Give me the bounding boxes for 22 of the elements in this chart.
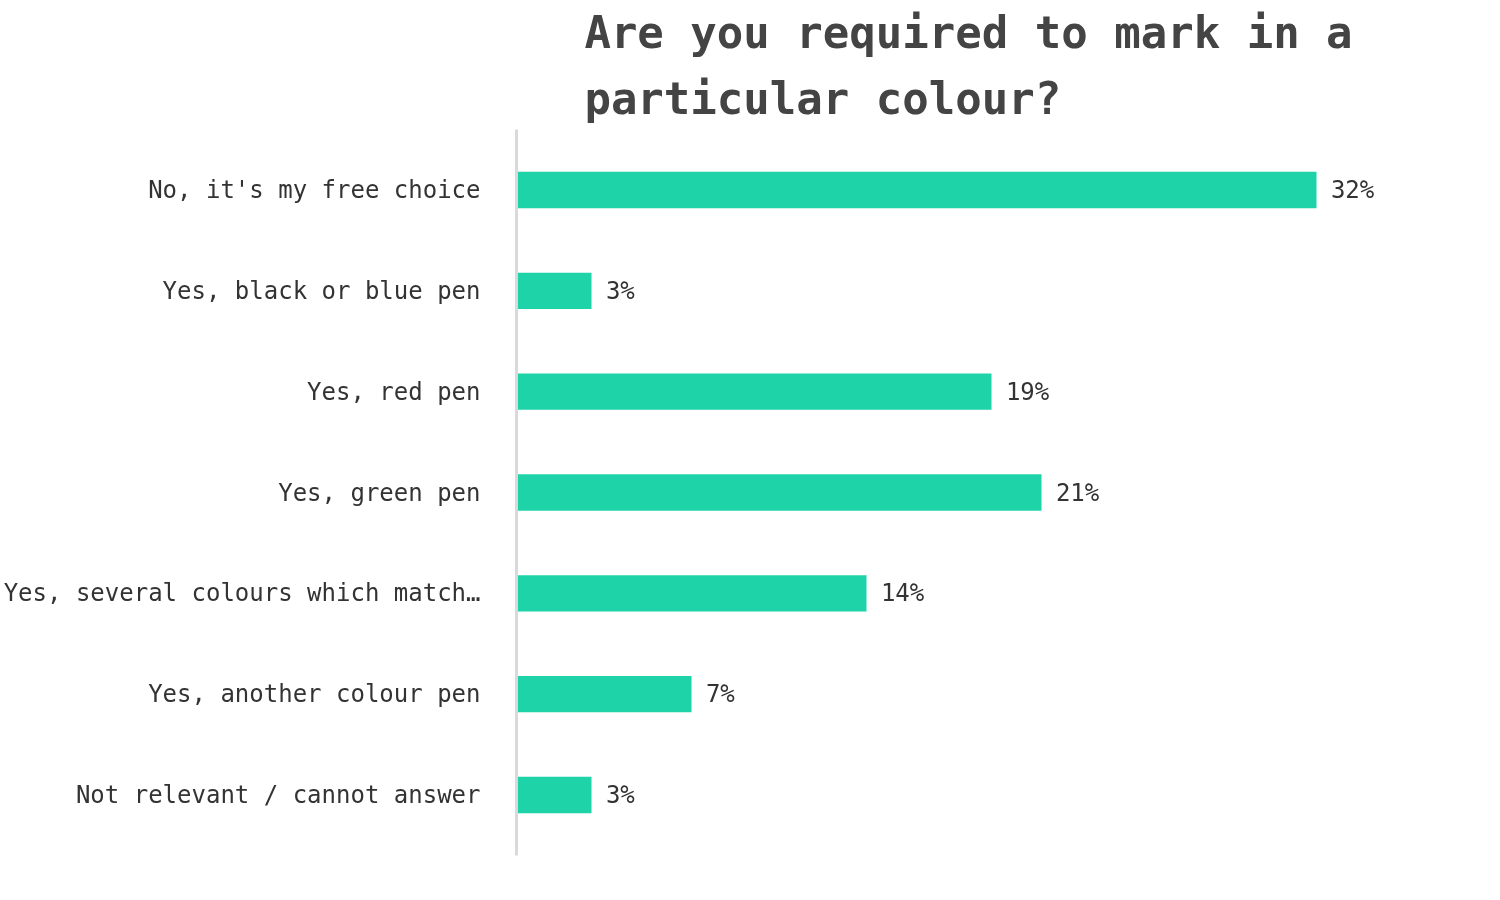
bar <box>516 474 1042 511</box>
y-tick-label: Yes, green pen <box>278 478 481 507</box>
chart-title: Are you required to mark in a particular colour? <box>584 7 1353 125</box>
y-tick-label: Not relevant / cannot answer <box>75 781 481 809</box>
data-label: 19% <box>1005 377 1050 406</box>
bar <box>516 676 692 713</box>
y-tick-label: Yes, black or blue pen <box>162 276 481 305</box>
y-tick-label: Yes, red pen <box>307 377 481 406</box>
data-label: 14% <box>880 579 925 608</box>
y-tick-label: Yes, another colour pen <box>148 680 481 709</box>
bar <box>516 272 592 309</box>
bar <box>516 373 992 410</box>
y-tick-label: Yes, several colours which match… <box>3 579 481 608</box>
bar <box>516 776 592 814</box>
bar <box>516 171 1317 209</box>
bar <box>516 575 867 612</box>
data-label: 3% <box>605 781 636 809</box>
y-tick-label: No, it's my free choice <box>148 176 481 204</box>
data-label: 21% <box>1055 478 1100 507</box>
data-label: 3% <box>605 276 636 305</box>
data-label: 32% <box>1330 176 1375 204</box>
data-label: 7% <box>705 680 736 709</box>
